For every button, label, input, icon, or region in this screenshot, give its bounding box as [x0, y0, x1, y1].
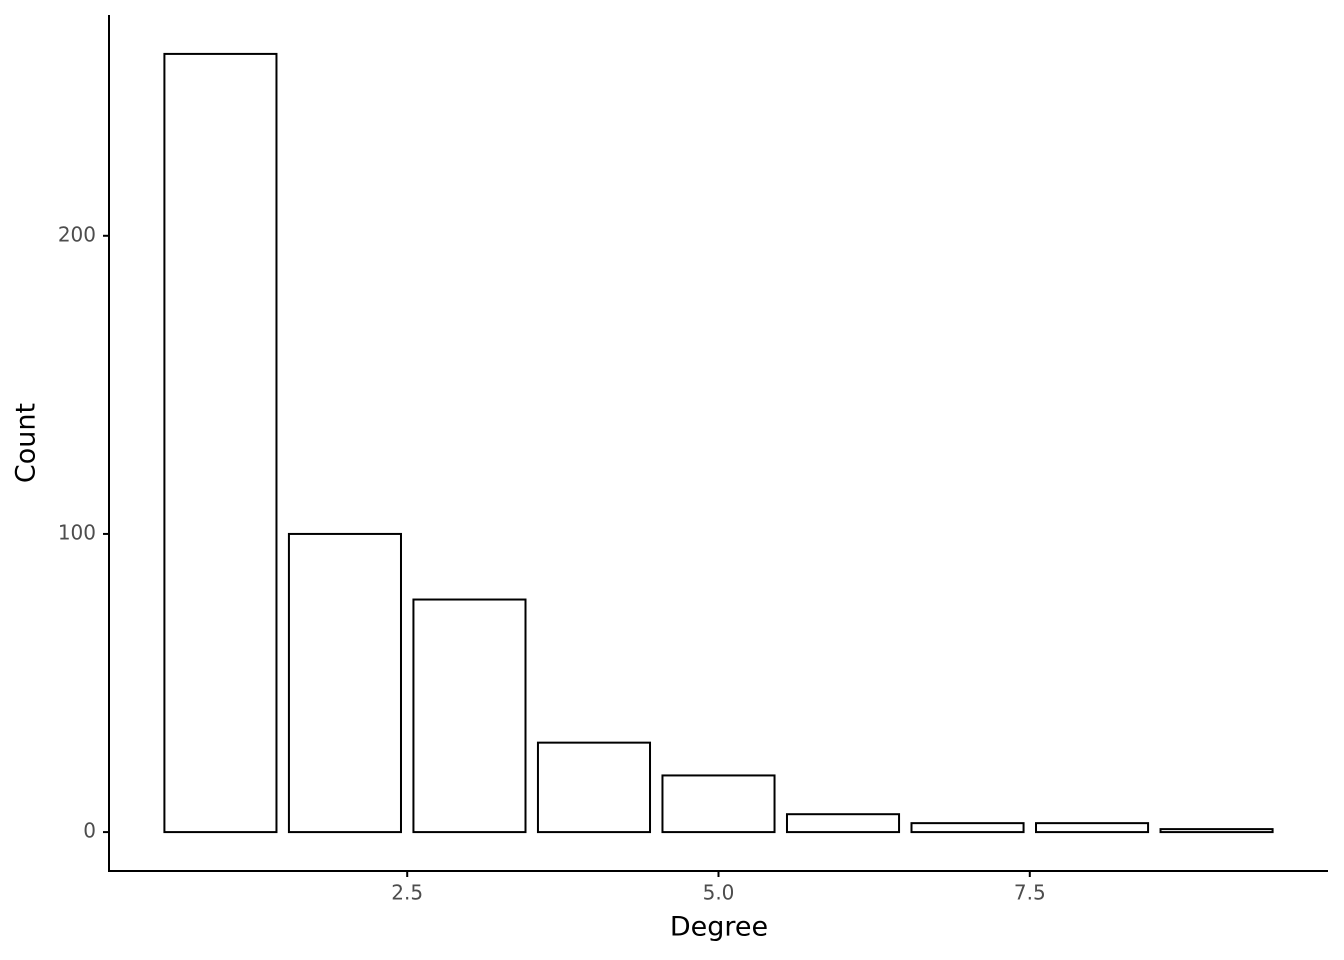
- y-tick-label: 100: [58, 520, 96, 544]
- bar: [536, 741, 652, 834]
- bar: [163, 52, 278, 834]
- x-tick-label: 7.5: [1014, 881, 1046, 905]
- y-tick-label: 200: [58, 222, 96, 246]
- y-tick-label: 0: [83, 819, 96, 843]
- bar: [661, 774, 776, 834]
- y-axis-title: Count: [11, 403, 42, 483]
- bar: [910, 822, 1025, 834]
- x-tick-label: 5.0: [703, 881, 735, 905]
- bar: [287, 532, 402, 834]
- bar: [412, 598, 527, 834]
- bar: [785, 813, 901, 834]
- bar: [1159, 828, 1274, 834]
- bar: [1035, 822, 1150, 834]
- x-axis-title: Degree: [670, 912, 768, 943]
- x-tick-label: 2.5: [391, 881, 423, 905]
